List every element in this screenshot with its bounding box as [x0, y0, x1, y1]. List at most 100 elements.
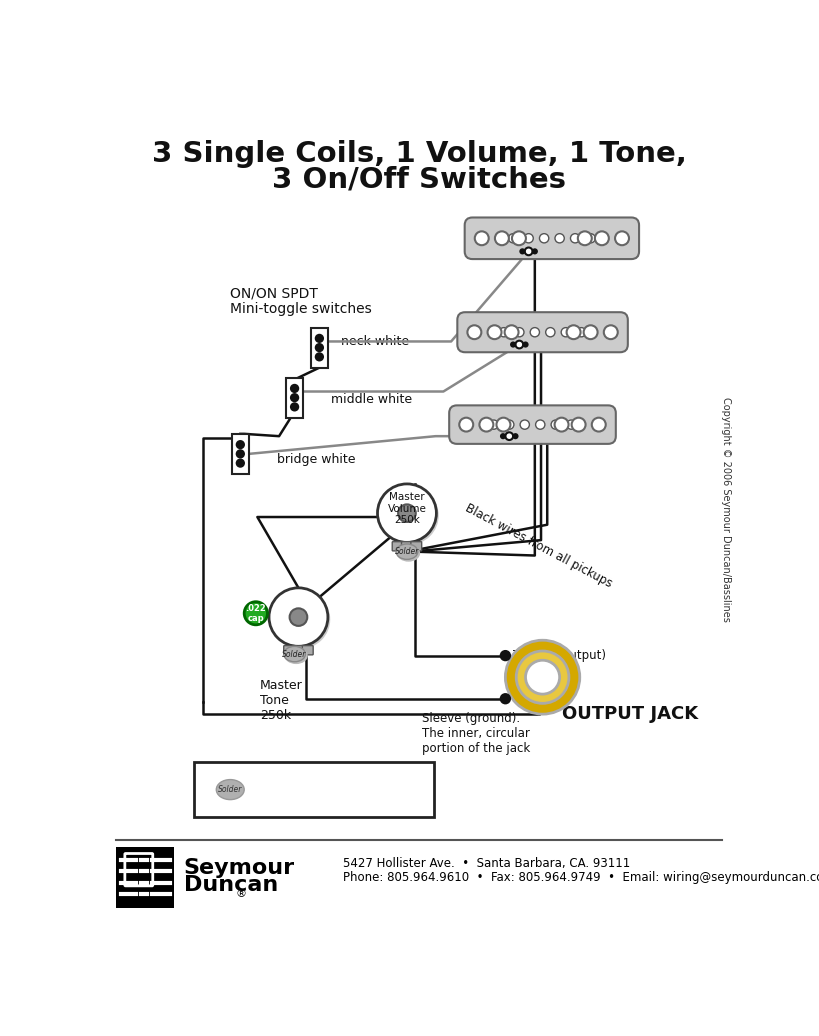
Circle shape — [514, 327, 524, 337]
Circle shape — [526, 660, 559, 694]
Circle shape — [567, 325, 581, 339]
Circle shape — [487, 325, 501, 339]
Text: middle white: middle white — [331, 394, 412, 406]
Circle shape — [524, 234, 533, 242]
Text: Phone: 805.964.9610  •  Fax: 805.964.9749  •  Email: wiring@seymourduncan.com: Phone: 805.964.9610 • Fax: 805.964.9749 … — [342, 871, 819, 884]
Text: Duncan: Duncan — [183, 875, 278, 895]
Circle shape — [584, 325, 598, 339]
Circle shape — [595, 231, 609, 246]
Circle shape — [519, 249, 526, 255]
Circle shape — [530, 327, 540, 337]
Ellipse shape — [216, 779, 244, 800]
FancyBboxPatch shape — [302, 645, 313, 655]
Circle shape — [572, 418, 586, 432]
FancyBboxPatch shape — [194, 761, 434, 817]
Text: Copyright © 2006 Seymour Duncan/Basslines: Copyright © 2006 Seymour Duncan/Bassline… — [722, 397, 731, 622]
Text: Tip (hot output): Tip (hot output) — [514, 650, 606, 662]
Circle shape — [236, 450, 245, 459]
Text: Black wires from all pickups: Black wires from all pickups — [463, 501, 614, 591]
Circle shape — [290, 393, 299, 402]
FancyBboxPatch shape — [293, 645, 304, 655]
Circle shape — [500, 433, 506, 439]
Circle shape — [545, 327, 555, 337]
FancyBboxPatch shape — [449, 405, 616, 443]
Circle shape — [567, 420, 576, 429]
FancyBboxPatch shape — [392, 542, 403, 551]
Text: Solder: Solder — [218, 785, 242, 795]
Circle shape — [513, 433, 518, 439]
Text: 3 Single Coils, 1 Volume, 1 Tone,: 3 Single Coils, 1 Volume, 1 Tone, — [152, 140, 687, 168]
Circle shape — [378, 484, 437, 543]
FancyBboxPatch shape — [457, 312, 628, 352]
Circle shape — [499, 327, 509, 337]
Text: OUTPUT JACK: OUTPUT JACK — [562, 706, 698, 723]
Text: ®: ® — [236, 889, 247, 899]
Circle shape — [495, 231, 509, 246]
Circle shape — [236, 459, 245, 467]
Circle shape — [475, 231, 489, 246]
Circle shape — [236, 440, 245, 450]
Circle shape — [554, 418, 568, 432]
Text: (earth) connections.: (earth) connections. — [257, 793, 392, 805]
Circle shape — [577, 327, 586, 337]
FancyBboxPatch shape — [232, 434, 249, 473]
Circle shape — [314, 343, 324, 352]
Circle shape — [398, 505, 416, 522]
Text: ON/ON SPDT
Mini-toggle switches: ON/ON SPDT Mini-toggle switches — [230, 286, 372, 316]
Circle shape — [615, 231, 629, 246]
Circle shape — [555, 234, 564, 242]
Circle shape — [561, 327, 571, 337]
Circle shape — [604, 325, 618, 339]
Circle shape — [532, 249, 538, 255]
Ellipse shape — [284, 648, 308, 664]
Circle shape — [510, 342, 516, 348]
Text: neck white: neck white — [341, 335, 410, 348]
Text: 5427 Hollister Ave.  •  Santa Barbara, CA. 93111: 5427 Hollister Ave. • Santa Barbara, CA.… — [342, 857, 630, 870]
Circle shape — [516, 651, 569, 703]
Circle shape — [500, 694, 510, 703]
FancyBboxPatch shape — [401, 542, 413, 551]
Circle shape — [468, 325, 482, 339]
Circle shape — [380, 486, 439, 545]
FancyBboxPatch shape — [286, 378, 303, 418]
Text: .022
cap: .022 cap — [246, 604, 266, 623]
Circle shape — [509, 234, 518, 242]
Circle shape — [571, 234, 580, 242]
Text: Solder: Solder — [395, 547, 419, 556]
Circle shape — [459, 418, 473, 432]
Circle shape — [290, 402, 299, 411]
Circle shape — [505, 325, 518, 339]
Text: = location for ground: = location for ground — [257, 777, 400, 789]
FancyBboxPatch shape — [311, 327, 328, 368]
Circle shape — [540, 234, 549, 242]
Ellipse shape — [283, 646, 305, 662]
Text: 3 On/Off Switches: 3 On/Off Switches — [273, 166, 567, 194]
Text: bridge white: bridge white — [277, 453, 355, 466]
Text: Master
Tone
250k: Master Tone 250k — [260, 679, 302, 722]
Text: Seymour: Seymour — [183, 858, 295, 879]
FancyBboxPatch shape — [116, 846, 174, 909]
Circle shape — [314, 352, 324, 362]
Text: Sleeve (ground).
The inner, circular
portion of the jack: Sleeve (ground). The inner, circular por… — [423, 712, 531, 755]
Circle shape — [271, 591, 330, 649]
Circle shape — [496, 418, 510, 432]
Circle shape — [269, 587, 328, 646]
Circle shape — [523, 342, 528, 348]
Circle shape — [551, 420, 560, 429]
Circle shape — [290, 383, 299, 393]
FancyBboxPatch shape — [464, 218, 639, 259]
FancyBboxPatch shape — [411, 542, 422, 551]
Circle shape — [505, 432, 514, 440]
Circle shape — [536, 420, 545, 429]
Text: Solder: Solder — [283, 650, 307, 659]
Circle shape — [578, 231, 592, 246]
Circle shape — [244, 602, 268, 625]
Circle shape — [592, 418, 606, 432]
FancyBboxPatch shape — [283, 645, 295, 655]
Circle shape — [505, 640, 580, 714]
Circle shape — [525, 248, 532, 255]
Circle shape — [489, 420, 499, 429]
Ellipse shape — [397, 545, 420, 562]
Text: Master
Volume
250k: Master Volume 250k — [387, 492, 427, 525]
Circle shape — [515, 341, 523, 348]
